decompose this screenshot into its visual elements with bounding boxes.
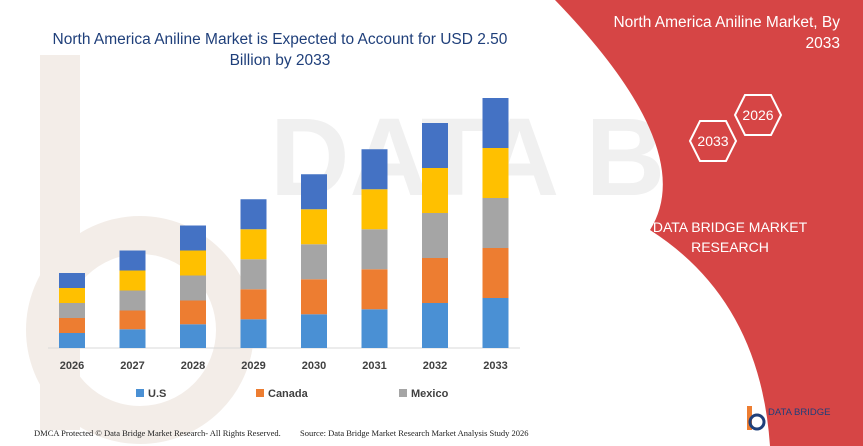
- hexagon-2026-shape: [733, 94, 783, 136]
- legend-label-1: Canada: [268, 388, 309, 400]
- bar-2026-segment-0: [59, 333, 85, 348]
- bar-2029-segment-0: [240, 319, 267, 348]
- legend-swatch-1: [256, 389, 264, 397]
- legend-swatch-2: [399, 389, 407, 397]
- footer-source: Source: Data Bridge Market Research Mark…: [300, 428, 529, 438]
- bar-2029-segment-2: [240, 259, 267, 290]
- bar-2029-segment-4: [240, 199, 267, 230]
- hexagon-2033-shape: [688, 120, 738, 162]
- x-tick-label-2029: 2029: [241, 360, 265, 372]
- bar-2028-segment-4: [180, 225, 206, 251]
- hexagon-label-2033: 2033: [697, 133, 729, 149]
- bar-2028-segment-3: [180, 250, 206, 276]
- legend-swatch-0: [136, 389, 144, 397]
- stacked-bar-chart: 2026 2027 2028 2029 2030 2031 2032 2033 U.S Cana…: [48, 98, 520, 400]
- side-panel-shape: [555, 0, 863, 446]
- bar-2027-segment-2: [119, 290, 146, 311]
- bar-2026-segment-1: [59, 318, 85, 333]
- bar-2033-segment-4: [482, 98, 509, 148]
- bar-2030-segment-0: [301, 314, 327, 348]
- x-tick-label-2028: 2028: [181, 360, 205, 372]
- bar-2033-segment-2: [482, 198, 509, 248]
- side-title: North America Aniline Market, By 2033: [613, 14, 840, 52]
- bar-2033-segment-0: [482, 298, 509, 348]
- bar-2031-segment-0: [361, 309, 388, 348]
- watermark-logo-ring: [26, 216, 254, 444]
- x-tick-label-2026: 2026: [60, 360, 84, 372]
- x-tick-labels: 2026 2027 2028 2029 2030 2031 2032 2033: [60, 360, 508, 372]
- hexagon-label-2026: 2026: [742, 107, 774, 123]
- chart-title: North America Aniline Market is Expected…: [52, 31, 508, 69]
- bar-2031-segment-4: [361, 149, 388, 190]
- legend-label-2: Mexico: [411, 388, 449, 400]
- bar-2033-segment-1: [482, 248, 509, 298]
- x-tick-label-2032: 2032: [423, 360, 447, 372]
- bar-2032-segment-4: [422, 123, 448, 168]
- bar-2032-segment-1: [422, 258, 448, 303]
- legend: U.S Canada Mexico: [136, 388, 449, 400]
- bar-2028-segment-2: [180, 275, 206, 301]
- x-tick-label-2030: 2030: [302, 360, 326, 372]
- bar-2031-segment-3: [361, 189, 388, 230]
- bar-group: [59, 98, 509, 348]
- bar-2027-segment-1: [119, 310, 146, 330]
- x-tick-label-2031: 2031: [362, 360, 386, 372]
- bar-2026-segment-2: [59, 303, 85, 318]
- bar-2026-segment-3: [59, 288, 85, 303]
- bar-2031-segment-2: [361, 229, 388, 270]
- bar-2033-segment-3: [482, 148, 509, 198]
- x-tick-label-2027: 2027: [120, 360, 144, 372]
- bar-2029-segment-1: [240, 289, 267, 320]
- bar-2032-segment-2: [422, 213, 448, 258]
- bar-2029-segment-3: [240, 229, 267, 260]
- bar-2028-segment-0: [180, 324, 206, 348]
- footer-copyright: DMCA Protected © Data Bridge Market Rese…: [34, 428, 281, 438]
- bar-2030-segment-2: [301, 244, 327, 280]
- bar-2026-segment-4: [59, 273, 85, 288]
- brand-logo-icon: [747, 406, 766, 431]
- side-org-name: DATA BRIDGE MARKET RESEARCH: [652, 219, 808, 255]
- x-tick-label-2033: 2033: [483, 360, 507, 372]
- bar-2032-segment-3: [422, 168, 448, 213]
- bar-2027-segment-0: [119, 329, 146, 348]
- bar-2028-segment-1: [180, 300, 206, 325]
- bar-2030-segment-1: [301, 279, 327, 315]
- bar-2032-segment-0: [422, 303, 448, 348]
- bar-2031-segment-1: [361, 269, 388, 310]
- bar-2027-segment-4: [119, 250, 146, 271]
- brand-logo-text: DATA BRIDGE: [768, 407, 831, 418]
- bar-2027-segment-3: [119, 270, 146, 291]
- bar-2030-segment-4: [301, 174, 327, 210]
- legend-label-0: U.S: [148, 388, 166, 400]
- brand-logo: DATA BRIDGE: [744, 404, 854, 436]
- bar-2030-segment-3: [301, 209, 327, 245]
